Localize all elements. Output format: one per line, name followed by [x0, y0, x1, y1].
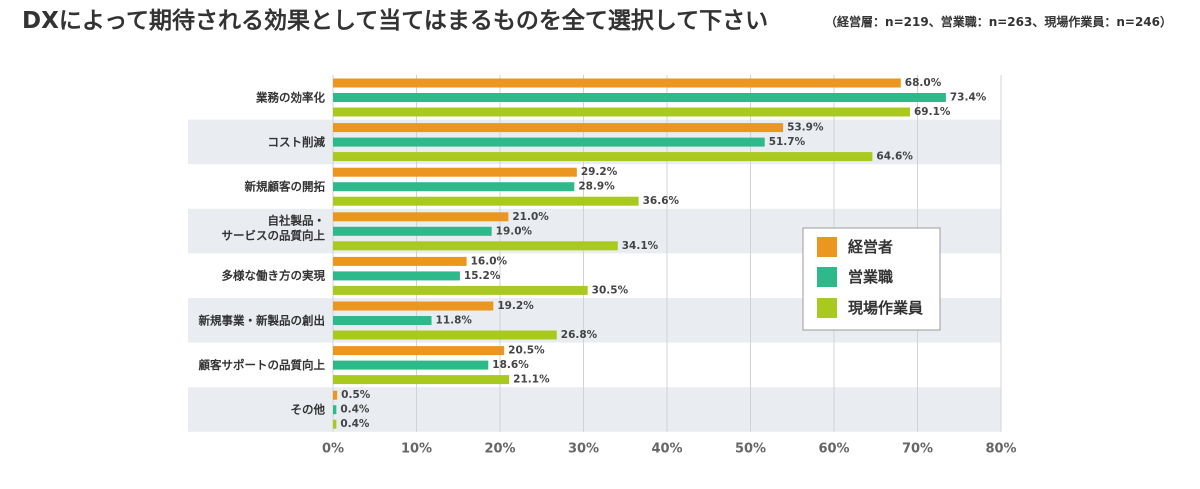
- legend: 経営者 営業職 現場作業員: [802, 227, 941, 331]
- bar: [333, 419, 337, 429]
- bar: [333, 167, 577, 177]
- bar: [333, 285, 588, 295]
- value-label: 19.2%: [497, 300, 534, 312]
- legend-label-series-2: 営業職: [848, 268, 893, 286]
- category-label: 多様な働き方の実現: [222, 269, 326, 283]
- value-label: 18.6%: [492, 359, 529, 371]
- category-label: 業務の効率化: [255, 90, 325, 104]
- legend-label-series-1: 経営者: [848, 238, 893, 256]
- value-label: 20.5%: [508, 345, 545, 357]
- category-label: コスト削減: [268, 135, 326, 149]
- legend-label-series-3: 現場作業員: [848, 299, 923, 317]
- value-label: 53.9%: [787, 122, 824, 134]
- bar: [333, 78, 901, 88]
- legend-swatch-series-2: [817, 267, 837, 287]
- bar: [333, 107, 910, 117]
- bar: [333, 390, 338, 400]
- value-label: 73.4%: [950, 92, 987, 104]
- bar: [333, 316, 432, 325]
- bar: [333, 182, 575, 192]
- bar: [333, 152, 873, 162]
- category-labels: 業務の効率化コスト削減新規顧客の開拓自社製品・サービスの品質向上多様な働き方の実…: [199, 90, 326, 416]
- x-tick-label: 0%: [322, 442, 344, 457]
- bar: [333, 123, 784, 133]
- category-label: 顧客サポートの品質向上: [199, 358, 326, 372]
- bar: [333, 405, 337, 415]
- x-tick-label: 30%: [568, 442, 599, 457]
- value-label: 28.9%: [578, 181, 615, 193]
- row-band: [188, 387, 1001, 432]
- value-labels: 68.0% 53.9% 29.2% 21.0% 16.0% 19.2% 20.5% 0.5% 7…: [340, 77, 986, 430]
- category-label: 新規事業・新製品の創出: [199, 313, 326, 327]
- bar: [333, 375, 510, 385]
- x-tick-label: 70%: [902, 442, 933, 457]
- x-tick-label: 40%: [651, 442, 682, 457]
- bar: [333, 256, 467, 266]
- value-label: 15.2%: [464, 270, 501, 282]
- x-tick-label: 50%: [735, 442, 766, 457]
- bar: [333, 360, 489, 370]
- value-label: 30.5%: [592, 284, 629, 296]
- category-label: 自社製品・サービスの品質向上: [222, 214, 326, 243]
- value-label: 34.1%: [622, 240, 659, 252]
- chart-subtitle: （経営層：n=219、営業職：n=263、現場作業員：n=246）: [825, 15, 1172, 29]
- bar: [333, 226, 492, 236]
- value-label: 0.5%: [341, 389, 371, 401]
- value-label: 26.8%: [561, 329, 598, 341]
- bar: [333, 212, 509, 222]
- bar: [333, 137, 765, 147]
- bar: [333, 346, 505, 356]
- bar: [333, 271, 460, 281]
- x-tick-label: 10%: [401, 442, 432, 457]
- value-label: 29.2%: [581, 166, 618, 178]
- bar: [333, 241, 618, 251]
- value-label: 64.6%: [876, 151, 913, 163]
- x-tick-label: 80%: [985, 442, 1016, 457]
- x-axis-tick-labels: 0% 10% 20% 30% 40% 50% 60% 70% 80%: [322, 442, 1017, 457]
- value-label: 36.6%: [643, 195, 680, 207]
- legend-swatch-series-3: [817, 298, 837, 318]
- x-tick-label: 20%: [484, 442, 515, 457]
- value-label: 0.4%: [340, 404, 370, 416]
- value-label: 16.0%: [471, 255, 508, 267]
- bar: [333, 301, 494, 311]
- category-label: 新規顧客の開拓: [245, 180, 326, 194]
- value-label: 11.8%: [436, 315, 473, 327]
- chart-title: DXによって期待される効果として当てはまるものを全て選択して下さい: [22, 8, 769, 34]
- x-tick-label: 60%: [818, 442, 849, 457]
- value-label: 21.0%: [512, 211, 549, 223]
- bar: [333, 330, 557, 340]
- value-label: 19.0%: [496, 225, 533, 237]
- value-label: 51.7%: [769, 136, 806, 148]
- value-label: 68.0%: [905, 77, 942, 89]
- category-label: その他: [291, 403, 326, 417]
- value-label: 69.1%: [914, 106, 951, 118]
- value-label: 21.1%: [513, 374, 550, 386]
- value-label: 0.4%: [340, 418, 370, 430]
- bar: [333, 93, 946, 102]
- bar: [333, 196, 639, 206]
- bars: [333, 78, 946, 429]
- legend-swatch-series-1: [817, 237, 837, 257]
- gridlines: [332, 75, 1002, 432]
